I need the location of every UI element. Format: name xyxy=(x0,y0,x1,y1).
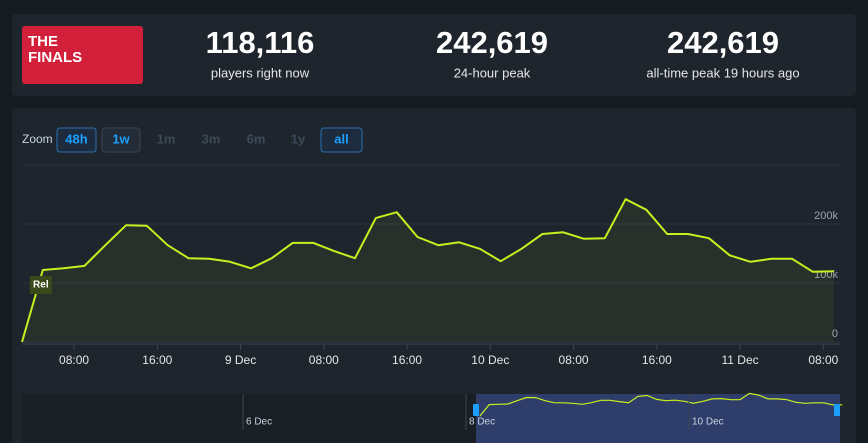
navigator-label: 8 Dec xyxy=(469,417,495,428)
stat-value: 242,619 xyxy=(436,25,548,60)
x-tick-label: 08:00 xyxy=(559,353,589,367)
line-area xyxy=(22,199,834,342)
zoom-option[interactable]: all xyxy=(334,131,348,146)
x-tick-label: 08:00 xyxy=(309,353,339,367)
x-tick-label: 16:00 xyxy=(142,353,172,367)
stat-label: all-time peak 19 hours ago xyxy=(646,65,799,80)
x-tick-label: 08:00 xyxy=(59,353,89,367)
x-tick-label: 16:00 xyxy=(392,353,422,367)
x-tick-label: 9 Dec xyxy=(225,353,256,367)
stat-value: 118,116 xyxy=(206,25,315,60)
zoom-option: 6m xyxy=(247,131,266,146)
x-tick-label: 11 Dec xyxy=(722,353,759,367)
annotation: Rel xyxy=(33,280,49,291)
line xyxy=(21,198,834,343)
navigator-line xyxy=(479,392,843,417)
zoom-option[interactable]: 1w xyxy=(112,131,130,146)
y-tick-label: 0 xyxy=(832,328,838,340)
x-tick-label: 10 Dec xyxy=(471,353,509,367)
stat-label: 24-hour peak xyxy=(454,65,531,80)
navigator-selection[interactable] xyxy=(476,394,840,443)
logo xyxy=(22,26,143,84)
zoom-button[interactable] xyxy=(101,127,141,153)
navigator-handle[interactable] xyxy=(834,404,840,416)
zoom-option: 1y xyxy=(291,131,306,146)
stat-value: 242,619 xyxy=(667,25,779,60)
chart-panel xyxy=(12,108,856,443)
zoom-option: 1m xyxy=(157,131,176,146)
navigator-label: 10 Dec xyxy=(692,417,724,428)
logo-text: FINALS xyxy=(28,49,82,66)
zoom-option[interactable]: 48h xyxy=(65,131,87,146)
navigator-label: 6 Dec xyxy=(246,417,272,428)
x-tick-label: 16:00 xyxy=(642,353,672,367)
y-tick-label: 200k xyxy=(814,210,838,222)
zoom-button[interactable] xyxy=(320,127,363,153)
x-tick-label: 08:00 xyxy=(808,353,838,367)
navigator-handle[interactable] xyxy=(473,404,479,416)
stat-label: players right now xyxy=(211,65,310,80)
annotation-box xyxy=(29,276,52,295)
zoom-button[interactable] xyxy=(56,127,97,153)
zoom-option: 3m xyxy=(202,131,221,146)
logo-text: THE xyxy=(28,33,58,50)
zoom-label: Zoom xyxy=(22,132,53,146)
header-panel xyxy=(12,14,856,96)
